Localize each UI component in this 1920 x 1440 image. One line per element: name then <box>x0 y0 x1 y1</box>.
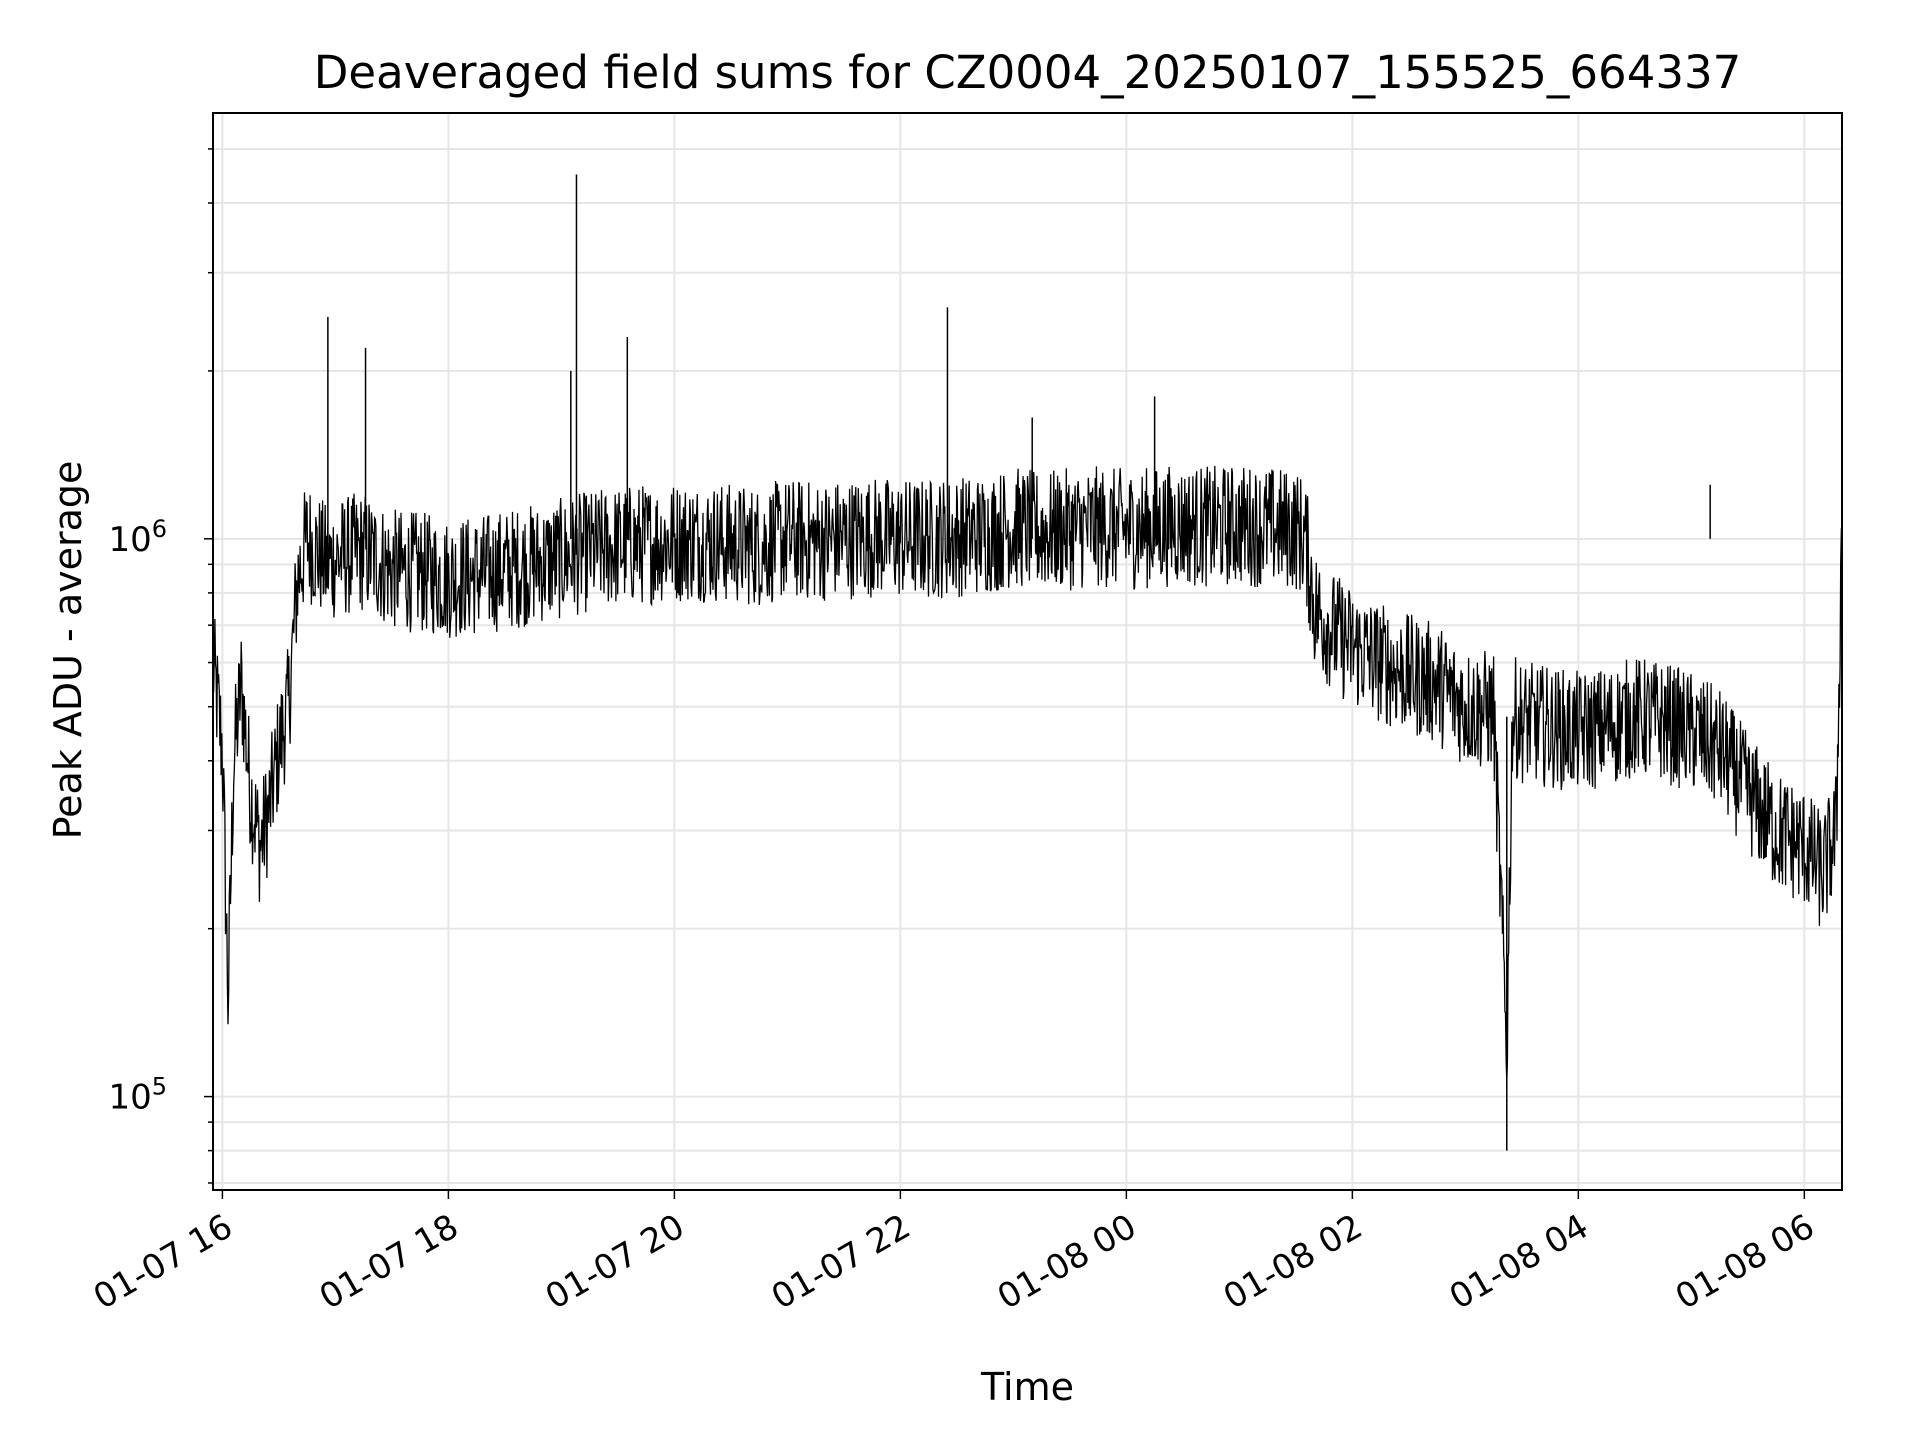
x-tick-label: 01-07 20 <box>539 1207 691 1318</box>
x-tick-label: 01-07 22 <box>765 1207 917 1318</box>
x-tick-label: 01-07 18 <box>313 1207 465 1318</box>
axes: 01-07 16 01-07 18 01-07 20 01-07 22 01-08 00… <box>87 149 1821 1318</box>
x-tick-label: 01-08 06 <box>1669 1207 1821 1318</box>
x-tick-label: 01-07 16 <box>87 1207 239 1318</box>
y-tick-label: 105 <box>108 1073 167 1118</box>
x-tick-label: 01-08 00 <box>991 1207 1143 1318</box>
plot-frame <box>213 113 1842 1190</box>
x-tick-label: 01-08 04 <box>1443 1207 1595 1318</box>
y-axis-label: Peak ADU - average <box>46 461 90 840</box>
chart-canvas: 01-07 16 01-07 18 01-07 20 01-07 22 01-08 00… <box>0 0 1920 1440</box>
x-tick-label: 01-08 02 <box>1217 1207 1369 1318</box>
series-line-0 <box>213 466 1842 1081</box>
x-axis-label: Time <box>213 1365 1842 1409</box>
grid <box>213 113 1842 1190</box>
y-tick-label: 106 <box>108 515 167 560</box>
